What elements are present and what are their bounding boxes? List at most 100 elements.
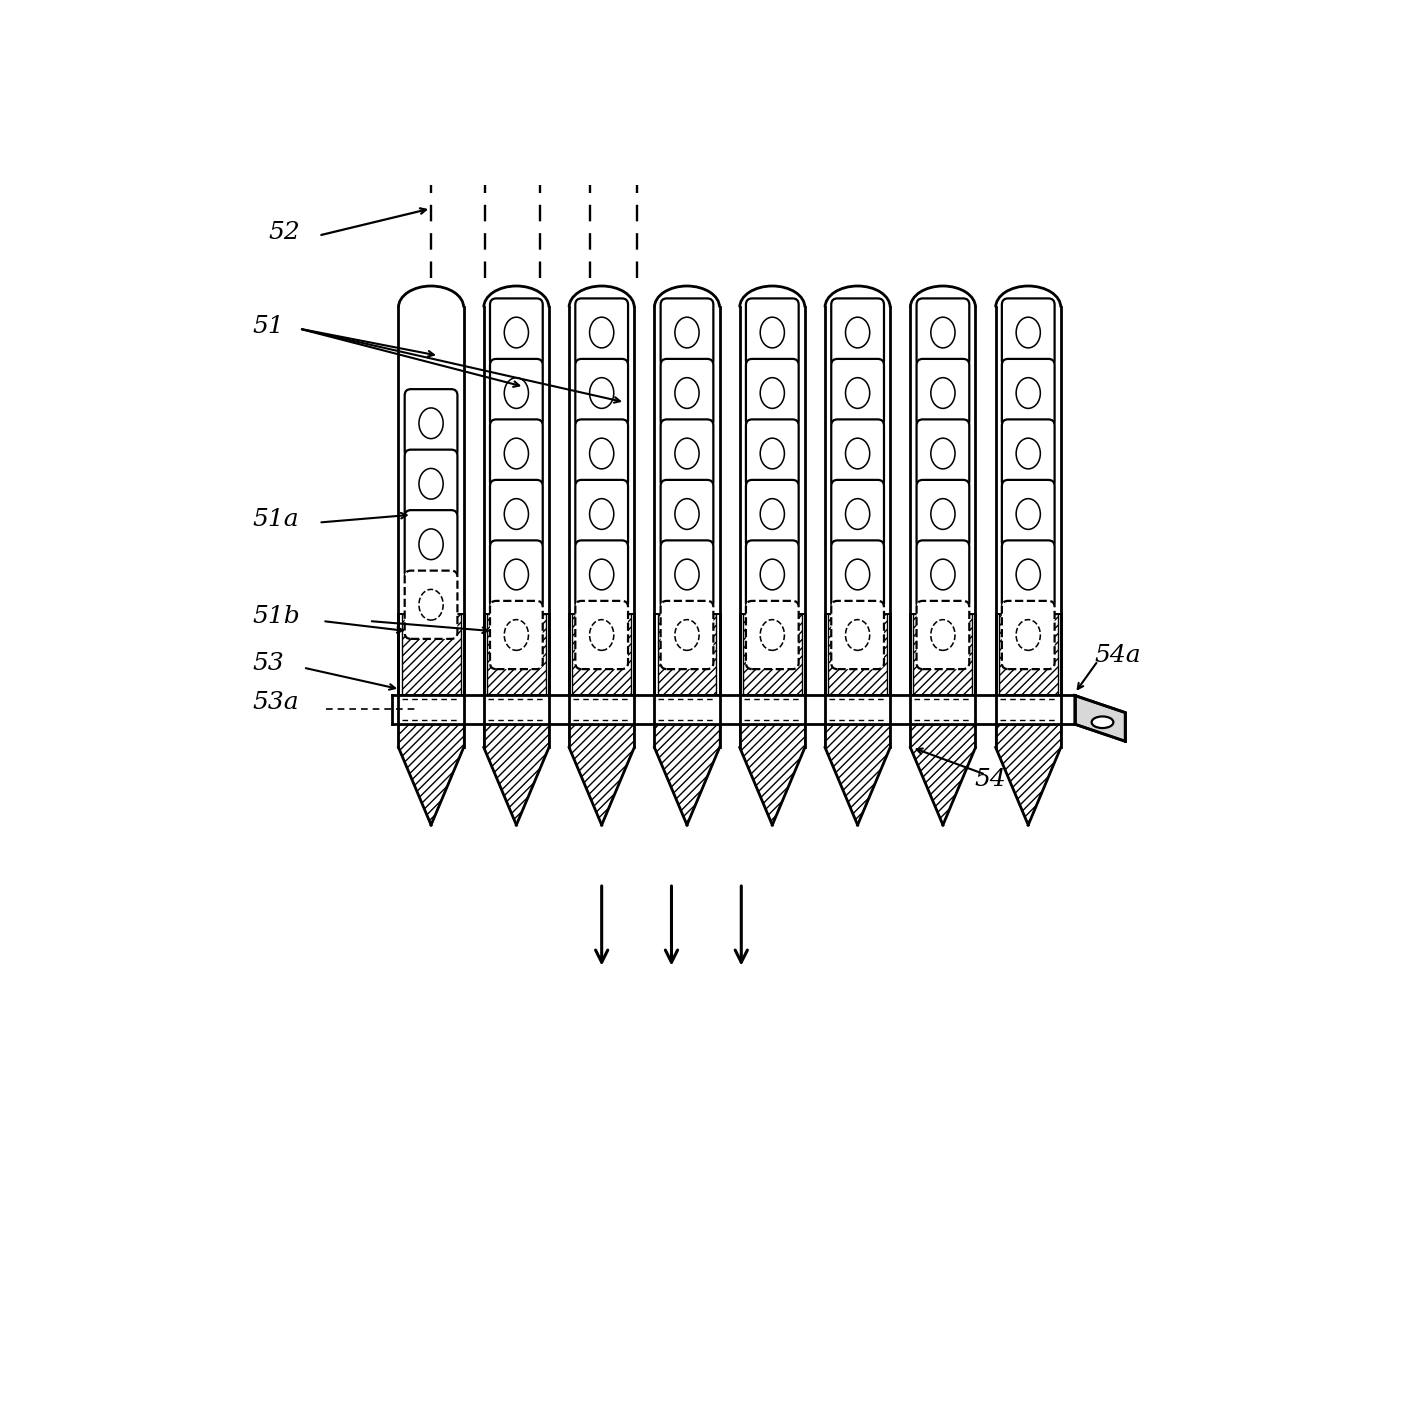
FancyBboxPatch shape — [745, 601, 799, 669]
Polygon shape — [654, 724, 720, 825]
Bar — [828, 614, 887, 696]
Ellipse shape — [675, 619, 699, 650]
Bar — [996, 308, 1061, 696]
Ellipse shape — [1016, 439, 1041, 468]
Ellipse shape — [504, 498, 528, 529]
Text: 54: 54 — [974, 768, 1006, 792]
FancyBboxPatch shape — [1002, 298, 1055, 367]
Bar — [743, 614, 801, 696]
Ellipse shape — [1016, 498, 1041, 529]
FancyBboxPatch shape — [831, 601, 884, 669]
Ellipse shape — [761, 439, 785, 468]
Ellipse shape — [675, 559, 699, 590]
FancyBboxPatch shape — [1002, 601, 1055, 669]
FancyBboxPatch shape — [576, 298, 628, 367]
Ellipse shape — [930, 317, 955, 349]
Bar — [654, 308, 720, 696]
Ellipse shape — [930, 378, 955, 408]
Bar — [402, 614, 461, 696]
Bar — [402, 614, 461, 696]
Polygon shape — [911, 724, 975, 825]
Ellipse shape — [930, 559, 955, 590]
FancyBboxPatch shape — [745, 540, 799, 608]
FancyBboxPatch shape — [831, 358, 884, 428]
Ellipse shape — [1016, 559, 1041, 590]
Ellipse shape — [419, 529, 443, 560]
Ellipse shape — [1016, 378, 1041, 408]
FancyBboxPatch shape — [1002, 540, 1055, 608]
FancyBboxPatch shape — [490, 540, 542, 608]
Bar — [913, 614, 972, 696]
Bar — [572, 614, 632, 696]
FancyBboxPatch shape — [916, 601, 969, 669]
Ellipse shape — [419, 468, 443, 499]
Bar — [743, 614, 801, 696]
FancyBboxPatch shape — [490, 480, 542, 547]
Polygon shape — [569, 724, 635, 825]
Bar — [911, 308, 975, 696]
Polygon shape — [1075, 696, 1125, 741]
FancyBboxPatch shape — [661, 358, 713, 428]
Bar — [999, 614, 1058, 696]
Bar — [913, 614, 972, 696]
Text: 51: 51 — [252, 315, 284, 337]
Text: 53: 53 — [252, 652, 284, 674]
FancyBboxPatch shape — [405, 450, 457, 518]
Text: 52: 52 — [268, 222, 300, 244]
Ellipse shape — [504, 317, 528, 349]
FancyBboxPatch shape — [916, 298, 969, 367]
Bar — [569, 308, 635, 696]
FancyBboxPatch shape — [661, 540, 713, 608]
FancyBboxPatch shape — [576, 601, 628, 669]
FancyBboxPatch shape — [405, 511, 457, 579]
Bar — [828, 614, 887, 696]
Text: 51b: 51b — [252, 605, 300, 628]
FancyBboxPatch shape — [831, 540, 884, 608]
FancyBboxPatch shape — [576, 480, 628, 547]
Polygon shape — [996, 724, 1061, 825]
FancyBboxPatch shape — [661, 480, 713, 547]
FancyBboxPatch shape — [405, 570, 457, 639]
FancyBboxPatch shape — [831, 298, 884, 367]
FancyBboxPatch shape — [490, 298, 542, 367]
Bar — [392, 696, 1075, 724]
FancyBboxPatch shape — [745, 298, 799, 367]
Ellipse shape — [675, 317, 699, 349]
FancyBboxPatch shape — [661, 419, 713, 488]
Ellipse shape — [846, 439, 870, 468]
FancyBboxPatch shape — [490, 419, 542, 488]
Ellipse shape — [590, 619, 614, 650]
Polygon shape — [740, 724, 806, 825]
FancyBboxPatch shape — [831, 480, 884, 547]
Ellipse shape — [590, 439, 614, 468]
FancyBboxPatch shape — [745, 480, 799, 547]
Bar — [657, 614, 716, 696]
FancyBboxPatch shape — [576, 358, 628, 428]
Ellipse shape — [1016, 317, 1041, 349]
Ellipse shape — [846, 498, 870, 529]
FancyBboxPatch shape — [916, 480, 969, 547]
FancyBboxPatch shape — [405, 389, 457, 457]
Bar — [398, 308, 464, 696]
FancyBboxPatch shape — [490, 358, 542, 428]
Text: 51a: 51a — [252, 508, 300, 532]
Bar — [999, 614, 1058, 696]
Ellipse shape — [1016, 619, 1041, 650]
Ellipse shape — [419, 590, 443, 619]
Polygon shape — [483, 724, 549, 825]
Ellipse shape — [1091, 717, 1114, 728]
Ellipse shape — [846, 317, 870, 349]
FancyBboxPatch shape — [490, 601, 542, 669]
Ellipse shape — [675, 498, 699, 529]
Ellipse shape — [504, 439, 528, 468]
Text: 54a: 54a — [1094, 645, 1140, 667]
FancyBboxPatch shape — [1002, 358, 1055, 428]
FancyBboxPatch shape — [576, 419, 628, 488]
FancyBboxPatch shape — [916, 358, 969, 428]
Ellipse shape — [846, 378, 870, 408]
Ellipse shape — [761, 559, 785, 590]
Ellipse shape — [419, 408, 443, 439]
Bar — [488, 614, 546, 696]
FancyBboxPatch shape — [661, 601, 713, 669]
FancyBboxPatch shape — [1002, 419, 1055, 488]
